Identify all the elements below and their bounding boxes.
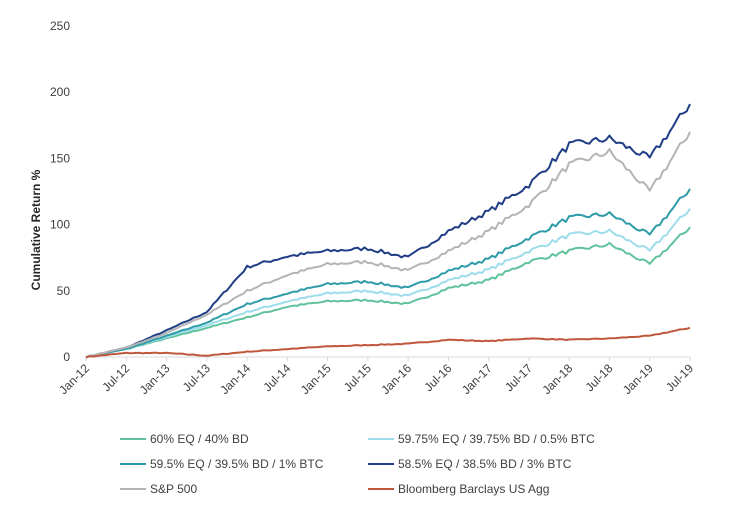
y-tick-label: 150 [50, 151, 70, 165]
x-tick-label: Jul-18 [583, 361, 616, 394]
legend-label: S&P 500 [150, 482, 197, 496]
legend-label: 59.75% EQ / 39.75% BD / 0.5% BTC [398, 432, 595, 446]
y-tick-label: 100 [50, 218, 70, 232]
x-tick-label: Jan-14 [217, 361, 253, 397]
y-tick-label: 200 [50, 85, 70, 99]
y-axis-ticks: 0 50 100 150 200 250 [50, 19, 70, 364]
y-axis-label: Cumulative Return % [29, 169, 43, 290]
series-line [85, 326, 691, 359]
series-line [85, 103, 691, 359]
y-tick-label: 250 [50, 19, 70, 33]
x-tick-label: Jul-12 [99, 361, 132, 394]
y-tick-label: 50 [57, 284, 71, 298]
legend-label: 58.5% EQ / 38.5% BD / 3% BTC [398, 457, 572, 471]
x-tick-label: Jul-15 [341, 361, 374, 394]
x-tick-label: Jul-14 [260, 361, 293, 394]
x-tick-label: Jul-17 [502, 361, 535, 394]
series-line [85, 208, 691, 359]
x-tick-label: Jul-19 [663, 361, 696, 394]
y-tick-label: 0 [63, 350, 70, 364]
legend-label: 60% EQ / 40% BD [150, 432, 249, 446]
x-tick-label: Jan-13 [137, 361, 173, 397]
x-tick-label: Jan-17 [459, 361, 495, 397]
x-tick-label: Jan-18 [539, 361, 575, 397]
x-tick-label: Jul-16 [422, 361, 455, 394]
x-tick-label: Jul-13 [180, 361, 213, 394]
legend-label: 59.5% EQ / 39.5% BD / 1% BTC [150, 457, 324, 471]
series-line [85, 188, 691, 359]
series-lines [85, 103, 691, 359]
series-line [85, 131, 691, 359]
legend: 60% EQ / 40% BD 59.75% EQ / 39.75% BD / 0… [120, 432, 595, 496]
x-axis-ticks: Jan-12 Jul-12 Jan-13 Jul-13 Jan-14 Jul-14 Jan-… [56, 357, 696, 397]
series-line [85, 226, 691, 359]
legend-label: Bloomberg Barclays US Agg [398, 482, 549, 496]
x-tick-label: Jan-15 [298, 361, 334, 397]
x-tick-label: Jan-19 [620, 361, 656, 397]
x-tick-label: Jan-16 [378, 361, 414, 397]
x-tick-label: Jan-12 [56, 361, 92, 397]
